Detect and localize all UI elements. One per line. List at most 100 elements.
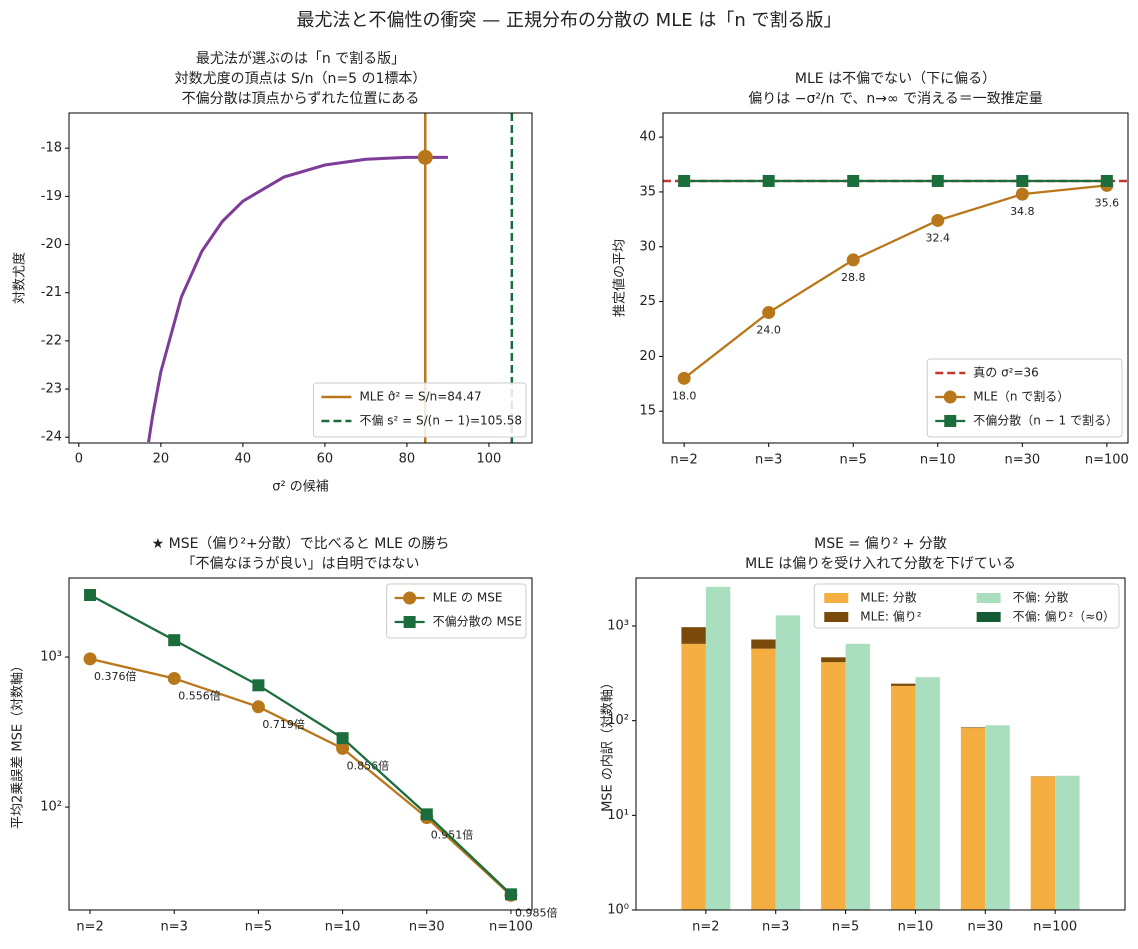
annotation: 0.856倍 bbox=[347, 758, 390, 772]
figure-title: 最尤法と不偏性の衝突 — 正規分布の分散の MLE は「n で割る版」 bbox=[297, 10, 842, 31]
y-tick-label: -18 bbox=[41, 141, 62, 156]
y-tick-label: 10² bbox=[607, 713, 629, 728]
legend-label: MLE の MSE bbox=[433, 591, 503, 605]
panel-title: 不偏分散は頂点からずれた位置にある bbox=[182, 91, 420, 107]
annotation: 0.376倍 bbox=[94, 669, 137, 683]
marker bbox=[1016, 174, 1029, 187]
panel-title: 対数尤度の頂点は S/n（n=5 の1標本） bbox=[175, 71, 427, 87]
marker bbox=[336, 732, 349, 745]
marker bbox=[846, 253, 860, 267]
x-tick-label: n=30 bbox=[409, 920, 445, 935]
marker bbox=[167, 671, 181, 685]
bar-segment bbox=[681, 643, 706, 910]
panel-title: 「不偏なほうが良い」は自明ではない bbox=[182, 556, 420, 572]
legend-swatch bbox=[976, 612, 1001, 622]
panel-title: MLE は不偏でない（下に偏る） bbox=[795, 71, 996, 87]
x-tick-label: 0 bbox=[75, 452, 83, 467]
y-tick-label: 10⁰ bbox=[607, 903, 629, 918]
y-tick-label: 40 bbox=[639, 130, 656, 145]
marker bbox=[678, 174, 691, 187]
y-tick-label: 10¹ bbox=[607, 808, 629, 823]
axes-frame bbox=[68, 577, 533, 911]
y-tick-label: 25 bbox=[639, 294, 656, 309]
marker bbox=[420, 808, 433, 821]
axes-frame bbox=[662, 112, 1129, 444]
x-tick-label: 80 bbox=[399, 452, 416, 467]
y-tick-label: 10² bbox=[40, 800, 62, 815]
bar-segment bbox=[960, 728, 986, 910]
marker bbox=[336, 741, 350, 755]
y-tick-label: -20 bbox=[41, 237, 62, 252]
legend: 真の σ²=36 MLE（n で割る） 不偏分散（n − 1 で割る） bbox=[926, 358, 1123, 438]
x-tick-label: 60 bbox=[317, 452, 334, 467]
x-axis-label: σ² の候補 bbox=[272, 480, 329, 495]
series-line bbox=[89, 657, 512, 897]
x-tick-label: n=3 bbox=[755, 453, 782, 468]
y-tick-label: 15 bbox=[639, 404, 656, 419]
y-tick-label: -24 bbox=[41, 430, 62, 445]
bar-segment bbox=[751, 648, 776, 910]
y-axis-label: MSE の内訳（対数軸） bbox=[600, 676, 616, 812]
legend-box bbox=[813, 583, 1120, 629]
legend: MLE σ̂² = S/n=84.47 不偏 s² = S/(n − 1)=105… bbox=[312, 382, 527, 438]
x-tick-label: n=30 bbox=[967, 920, 1003, 935]
annotation: 0.951倍 bbox=[431, 828, 474, 842]
x-tick-label: n=2 bbox=[692, 920, 719, 935]
marker bbox=[931, 174, 944, 187]
marker bbox=[762, 306, 776, 320]
bar-segment bbox=[1055, 775, 1080, 910]
series-line bbox=[147, 155, 448, 443]
axes-frame bbox=[635, 577, 1126, 911]
marker bbox=[83, 652, 97, 666]
y-axis-label: 平均2乗誤差 MSE（対数軸） bbox=[10, 659, 26, 829]
bar-segment bbox=[775, 615, 801, 910]
y-tick-label: -21 bbox=[41, 285, 62, 300]
legend-label: MLE: 偏り² bbox=[860, 609, 921, 624]
legend-swatch bbox=[824, 612, 849, 622]
bar-segment bbox=[890, 685, 916, 910]
point bbox=[417, 149, 433, 165]
legend-label: 不偏: 偏り²（≈0） bbox=[1013, 609, 1115, 624]
x-tick-label: n=100 bbox=[1033, 920, 1077, 935]
legend-swatch bbox=[976, 593, 1001, 603]
y-axis-label: 推定値の平均 bbox=[612, 239, 628, 317]
marker bbox=[931, 213, 945, 227]
marker bbox=[168, 634, 181, 647]
marker bbox=[84, 589, 97, 602]
marker bbox=[1100, 174, 1113, 187]
bar-segment bbox=[751, 639, 776, 649]
legend-label: 不偏分散（n − 1 で割る） bbox=[973, 413, 1118, 428]
marker bbox=[677, 371, 691, 385]
y-tick-label: -23 bbox=[41, 382, 62, 397]
x-tick-label: n=3 bbox=[762, 920, 789, 935]
bar-segment bbox=[845, 643, 871, 910]
marker bbox=[1015, 187, 1029, 201]
x-tick-label: n=2 bbox=[670, 453, 697, 468]
y-tick-label: 10³ bbox=[40, 650, 62, 665]
panel-title: MLE は偏りを受け入れて分散を下げている bbox=[745, 556, 1016, 572]
x-tick-label: n=10 bbox=[325, 920, 361, 935]
marker bbox=[847, 174, 860, 187]
x-tick-label: n=10 bbox=[898, 920, 934, 935]
marker bbox=[403, 616, 416, 628]
annotation: 0.556倍 bbox=[178, 688, 221, 702]
marker bbox=[504, 888, 517, 901]
y-axis-label: 対数尤度 bbox=[12, 252, 28, 304]
bar-segment bbox=[681, 627, 706, 644]
bar-segment bbox=[1030, 776, 1056, 910]
y-tick-label: 20 bbox=[639, 349, 656, 364]
value-label: 35.6 bbox=[1095, 196, 1120, 209]
legend-label: 不偏 s² = S/(n − 1)=105.58 bbox=[359, 413, 522, 428]
x-tick-label: n=100 bbox=[1085, 453, 1129, 468]
y-tick-label: 30 bbox=[639, 239, 656, 254]
y-tick-label: -22 bbox=[41, 333, 62, 348]
y-tick-label: 35 bbox=[639, 184, 656, 199]
x-tick-label: n=5 bbox=[245, 920, 272, 935]
legend-swatch bbox=[824, 593, 849, 603]
x-tick-label: n=5 bbox=[832, 920, 859, 935]
legend-label: 不偏: 分散 bbox=[1013, 590, 1069, 605]
legend-label: 不偏分散の MSE bbox=[433, 614, 522, 629]
